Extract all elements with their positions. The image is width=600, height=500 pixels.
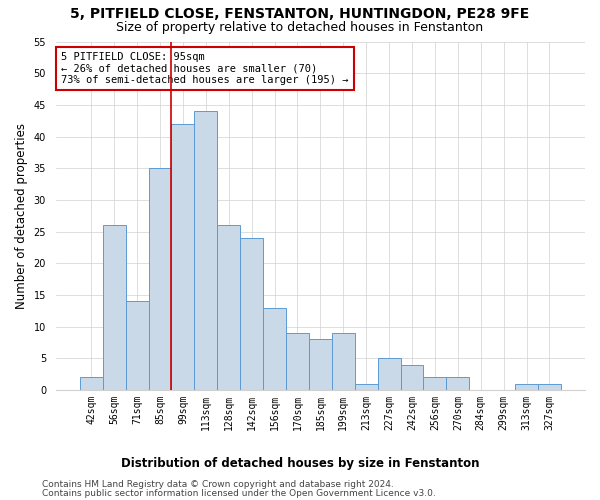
Bar [355, 384, 377, 390]
Bar [194, 111, 217, 390]
Bar [377, 358, 401, 390]
Text: 5, PITFIELD CLOSE, FENSTANTON, HUNTINGDON, PE28 9FE: 5, PITFIELD CLOSE, FENSTANTON, HUNTINGDO… [70, 8, 530, 22]
Bar [515, 384, 538, 390]
Bar [401, 364, 424, 390]
Bar [217, 225, 240, 390]
Bar [286, 333, 309, 390]
Bar [263, 308, 286, 390]
Y-axis label: Number of detached properties: Number of detached properties [15, 122, 28, 308]
Bar [332, 333, 355, 390]
Bar [80, 377, 103, 390]
Bar [103, 225, 125, 390]
Bar [424, 377, 446, 390]
Bar [538, 384, 561, 390]
Text: Size of property relative to detached houses in Fenstanton: Size of property relative to detached ho… [116, 21, 484, 34]
Bar [446, 377, 469, 390]
Text: Contains HM Land Registry data © Crown copyright and database right 2024.: Contains HM Land Registry data © Crown c… [42, 480, 394, 489]
Bar [172, 124, 194, 390]
Text: Contains public sector information licensed under the Open Government Licence v3: Contains public sector information licen… [42, 489, 436, 498]
Bar [125, 301, 149, 390]
Text: 5 PITFIELD CLOSE: 95sqm
← 26% of detached houses are smaller (70)
73% of semi-de: 5 PITFIELD CLOSE: 95sqm ← 26% of detache… [61, 52, 349, 85]
Text: Distribution of detached houses by size in Fenstanton: Distribution of detached houses by size … [121, 458, 479, 470]
Bar [309, 339, 332, 390]
Bar [149, 168, 172, 390]
Bar [240, 238, 263, 390]
